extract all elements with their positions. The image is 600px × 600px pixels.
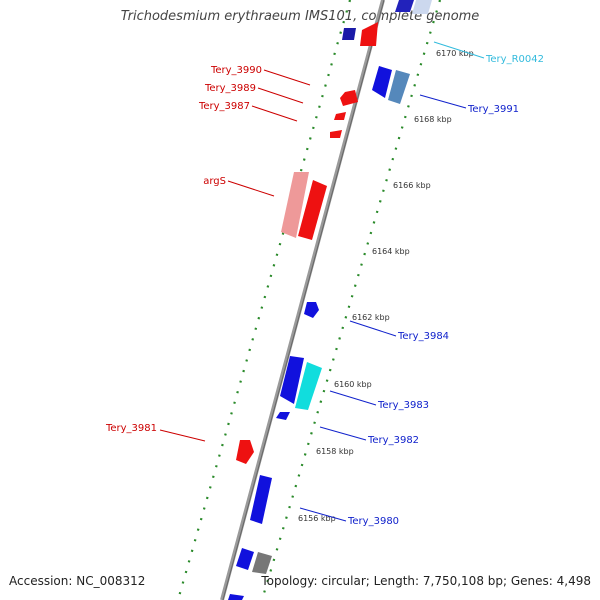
right-dotted-track xyxy=(260,0,442,600)
label-connectors xyxy=(159,41,485,522)
genome-summary: Topology: circular; Length: 7,750,108 bp… xyxy=(261,574,591,588)
gene-block-tery-3990 xyxy=(340,90,358,106)
gene-label[interactable]: Tery_3987 xyxy=(198,101,250,112)
gene-block xyxy=(236,548,254,570)
gene-features xyxy=(228,0,432,600)
gene-block-tery-3981 xyxy=(236,440,254,464)
gene-block-tery-3983b xyxy=(295,362,322,410)
gene-block-tery-3982 xyxy=(276,412,290,420)
tick-group: 6170 kbp 6168 kbp 6166 kbp 6164 kbp 6162… xyxy=(298,49,474,523)
gene-block xyxy=(360,22,378,46)
tick-label: 6164 kbp xyxy=(372,247,410,256)
gene-block-tery-3991 xyxy=(372,66,392,98)
tick-label: 6170 kbp xyxy=(436,49,474,58)
accession-text: Accession: NC_008312 xyxy=(9,574,146,588)
gene-label[interactable]: Tery_3989 xyxy=(204,83,256,94)
gene-label[interactable]: Tery_3984 xyxy=(397,331,449,342)
gene-label[interactable]: Tery_3980 xyxy=(347,516,399,527)
tick-label: 6158 kbp xyxy=(316,447,354,456)
map-title: Trichodesmium erythraeum IMS101, complet… xyxy=(120,9,480,24)
tick-label: 6168 kbp xyxy=(414,115,452,124)
gene-label[interactable]: Tery_R0042 xyxy=(485,54,544,65)
gene-block xyxy=(412,0,432,14)
gene-block xyxy=(228,594,244,600)
gene-block-tery-3989 xyxy=(334,112,346,120)
gene-block-tery-3980 xyxy=(250,475,272,524)
gene-block-tery-3984 xyxy=(304,302,319,318)
gene-block-tery-3991b xyxy=(388,70,410,104)
tick-label: 6160 kbp xyxy=(334,380,372,389)
tick-label: 6162 kbp xyxy=(352,313,390,322)
gene-block-args-a xyxy=(281,172,309,238)
gene-label[interactable]: Tery_3990 xyxy=(210,65,262,76)
gene-block xyxy=(395,0,414,12)
gene-label[interactable]: Tery_3981 xyxy=(105,423,157,434)
gene-label[interactable]: Tery_3991 xyxy=(467,104,519,115)
gene-label[interactable]: Tery_3982 xyxy=(367,435,419,446)
gene-block xyxy=(342,28,356,40)
gene-block xyxy=(252,552,272,574)
gene-block-args xyxy=(298,180,327,240)
gene-block-tery-3983 xyxy=(280,356,304,404)
gene-labels: Tery_R0042 Tery_3991 Tery_3990 Tery_3989… xyxy=(105,54,544,527)
gene-block-tery-3987 xyxy=(330,130,342,138)
gene-label[interactable]: Tery_3983 xyxy=(377,400,429,411)
tick-label: 6156 kbp xyxy=(298,514,336,523)
gene-label[interactable]: argS xyxy=(203,176,226,187)
tick-label: 6166 kbp xyxy=(393,181,431,190)
